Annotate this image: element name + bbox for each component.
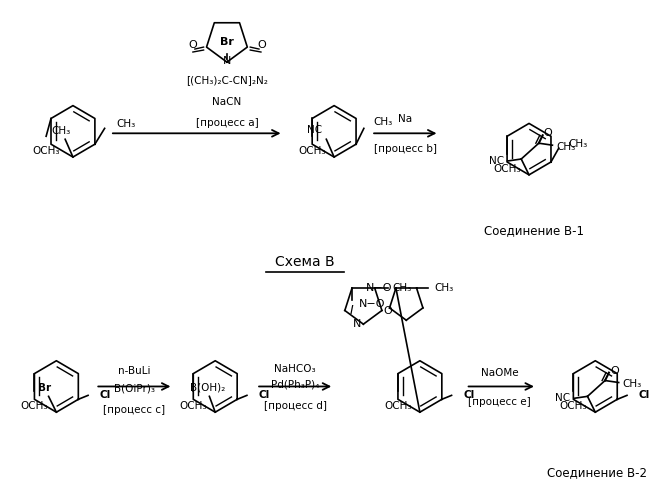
Text: N: N: [353, 319, 362, 329]
Text: CH₃: CH₃: [392, 284, 412, 294]
Text: N−O: N−O: [360, 300, 386, 310]
Text: NaOMe: NaOMe: [481, 368, 519, 378]
Text: CH₃: CH₃: [556, 142, 576, 152]
Text: CH₃: CH₃: [622, 380, 642, 390]
Text: n-BuLi: n-BuLi: [118, 366, 150, 376]
Text: CH₃: CH₃: [568, 139, 588, 149]
Text: NC: NC: [555, 394, 570, 404]
Text: N: N: [222, 56, 231, 66]
Text: I: I: [350, 304, 354, 317]
Text: [(CH₃)₂C-CN]₂N₂: [(CH₃)₂C-CN]₂N₂: [186, 75, 268, 85]
Text: [процесс c]: [процесс c]: [103, 405, 166, 415]
Text: NC: NC: [308, 126, 323, 136]
Text: NC: NC: [488, 156, 504, 166]
Text: O: O: [610, 366, 618, 376]
Text: NaHCO₃: NaHCO₃: [275, 364, 316, 374]
Text: Cl: Cl: [259, 390, 270, 400]
Text: O: O: [384, 306, 393, 316]
Text: O: O: [188, 40, 197, 50]
Text: OCH₃: OCH₃: [493, 164, 521, 174]
Text: B(OiPr)₃: B(OiPr)₃: [114, 384, 155, 394]
Text: Схема В: Схема В: [275, 255, 335, 269]
Text: Br: Br: [220, 38, 234, 48]
Text: O: O: [257, 40, 266, 50]
Text: [процесс b]: [процесс b]: [374, 144, 437, 154]
Text: OCH₃: OCH₃: [180, 402, 207, 411]
Text: Cl: Cl: [100, 390, 111, 400]
Text: OCH₃: OCH₃: [560, 402, 587, 411]
Text: Na: Na: [398, 114, 412, 124]
Text: [процесс d]: [процесс d]: [263, 401, 327, 411]
Text: CH₃: CH₃: [51, 126, 71, 136]
Text: CH₃: CH₃: [116, 120, 135, 130]
Text: Pd(Ph₃P)₄: Pd(Ph₃P)₄: [271, 380, 319, 390]
Text: Cl: Cl: [639, 390, 650, 400]
Text: OCH₃: OCH₃: [384, 402, 412, 411]
Text: [процесс e]: [процесс e]: [469, 398, 531, 407]
Text: B(OH)₂: B(OH)₂: [190, 382, 225, 392]
Text: O: O: [544, 128, 552, 138]
Text: OCH₃: OCH₃: [298, 146, 326, 156]
Text: OCH₃: OCH₃: [20, 402, 48, 411]
Text: CH₃: CH₃: [374, 118, 393, 128]
Text: NaCN: NaCN: [213, 96, 242, 106]
Text: Соединение В-1: Соединение В-1: [484, 224, 584, 236]
Text: Br: Br: [38, 384, 51, 394]
Text: CH₃: CH₃: [434, 283, 453, 293]
Text: Соединение В-2: Соединение В-2: [547, 466, 647, 479]
Text: [процесс a]: [процесс a]: [195, 118, 258, 128]
Text: N−O: N−O: [366, 282, 392, 292]
Text: Cl: Cl: [463, 390, 475, 400]
Text: OCH₃: OCH₃: [32, 146, 60, 156]
